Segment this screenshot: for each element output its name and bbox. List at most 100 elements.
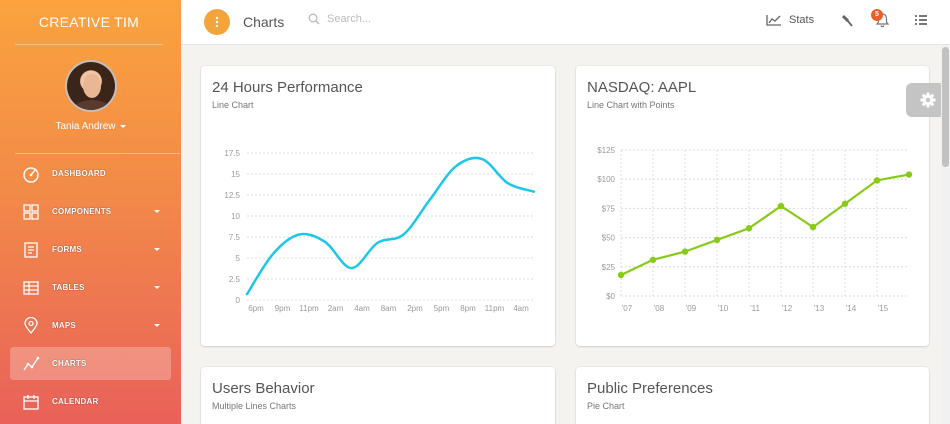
y-tick-label: $125 <box>597 146 615 155</box>
x-tick-label: 11pm <box>485 304 505 313</box>
chevron-down-icon <box>154 286 160 289</box>
x-tick-label: 2am <box>328 304 344 313</box>
data-point <box>681 248 689 255</box>
x-tick-label: '08 <box>654 304 665 313</box>
sidebar-item-label: CHARTS <box>52 359 87 368</box>
y-tick-label: $75 <box>602 204 616 213</box>
y-tick-label: 7.5 <box>229 233 241 242</box>
brand-logo[interactable]: CREATIVE TIM <box>15 0 163 45</box>
top-navbar: Charts Stats 5 <box>181 0 950 45</box>
gavel-icon[interactable] <box>840 14 854 28</box>
card-title: 24 Hours Performance <box>212 79 363 96</box>
sidebar-item-label: CALENDAR <box>52 397 99 406</box>
x-tick-label: 5pm <box>434 304 450 313</box>
data-point <box>777 202 785 210</box>
card-performance: 24 Hours Performance Line Chart 0 2.5 5 7.5… <box>201 66 555 346</box>
search-input[interactable] <box>327 13 467 25</box>
data-point <box>809 223 817 231</box>
x-tick-label: '11 <box>750 304 760 313</box>
forms-icon <box>22 241 40 259</box>
charts-icon <box>22 355 40 373</box>
sidebar-item-label: COMPONENTS <box>52 207 112 216</box>
x-tick-label: 9pm <box>275 304 291 313</box>
card-title: Users Behavior <box>212 380 315 397</box>
avatar[interactable] <box>65 60 117 112</box>
x-tick-label: 2pm <box>407 304 423 313</box>
data-point <box>745 225 753 232</box>
y-tick-label: 12.5 <box>224 191 240 200</box>
scrollbar-track[interactable] <box>941 45 950 424</box>
card-subtitle: Line Chart with Points <box>587 100 675 110</box>
card-users-behavior: Users Behavior Multiple Lines Charts <box>201 367 555 424</box>
data-point <box>873 177 881 184</box>
data-point <box>713 236 721 244</box>
sidebar-item-tables[interactable]: TABLES <box>10 271 171 304</box>
search-bar <box>308 13 467 25</box>
sidebar-item-forms[interactable]: FORMS <box>10 233 171 266</box>
search-icon <box>308 13 320 25</box>
x-tick-label: '14 <box>846 304 857 313</box>
sidebar-item-label: FORMS <box>52 245 82 254</box>
card-subtitle: Pie Chart <box>587 401 625 411</box>
scrollbar-thumb[interactable] <box>942 47 949 167</box>
sidebar-item-label: TABLES <box>52 283 85 292</box>
chevron-down-icon <box>154 324 160 327</box>
x-tick-label: '13 <box>814 304 825 313</box>
user-menu-toggle[interactable]: Tania Andrew <box>0 121 181 132</box>
page-title: Charts <box>243 14 285 30</box>
tables-icon <box>22 279 40 297</box>
sidebar: CREATIVE TIM Tania Andrew DASHBOARD COMP… <box>0 0 181 424</box>
card-subtitle: Line Chart <box>212 100 254 110</box>
gear-icon <box>920 92 936 108</box>
sidebar-item-components[interactable]: COMPONENTS <box>10 195 171 228</box>
x-tick-label: '07 <box>622 304 633 313</box>
data-point <box>841 200 849 207</box>
aapl-line-chart: $0 $25 $50 $75 $100 $125 '07 '08 '09 '10 '11 '12 '13… <box>597 146 913 313</box>
x-tick-label: 11pm <box>299 304 319 313</box>
y-tick-label: $50 <box>602 234 616 243</box>
stats-label: Stats <box>789 14 815 26</box>
series-line <box>245 156 536 296</box>
sidebar-item-label: MAPS <box>52 321 76 330</box>
list-icon[interactable] <box>914 14 928 26</box>
y-tick-label: 10 <box>231 212 240 221</box>
sidebar-item-dashboard[interactable]: DASHBOARD <box>10 157 171 190</box>
x-tick-label: 6pm <box>248 304 264 313</box>
performance-line-chart: 0 2.5 5 7.5 10 12.5 15 17.5 6pm 9pm 11pm 2am 4am 8am 2… <box>224 149 536 313</box>
sidebar-item-charts[interactable]: CHARTS <box>10 347 171 380</box>
x-tick-label: 4am <box>354 304 370 313</box>
card-subtitle: Multiple Lines Charts <box>212 401 297 411</box>
y-tick-label: 0 <box>236 296 241 305</box>
series-line <box>620 173 910 276</box>
sidebar-item-calendar[interactable]: CALENDAR <box>10 385 171 418</box>
user-name: Tania Andrew <box>55 121 116 132</box>
data-point <box>905 171 913 178</box>
y-tick-label: 15 <box>231 170 240 179</box>
x-tick-label: '15 <box>878 304 889 313</box>
notification-badge: 5 <box>871 9 883 21</box>
card-title: NASDAQ: AAPL <box>587 79 697 96</box>
chevron-down-icon <box>154 210 160 213</box>
card-public-preferences: Public Preferences Pie Chart <box>576 367 929 424</box>
y-tick-label: $100 <box>597 175 615 184</box>
card-title: Public Preferences <box>587 380 713 397</box>
sidebar-minimize-button[interactable] <box>204 9 230 35</box>
divider <box>15 153 180 154</box>
more-vertical-icon <box>215 16 219 28</box>
sidebar-item-label: DASHBOARD <box>52 169 106 178</box>
data-point <box>617 271 625 279</box>
chevron-down-icon <box>154 248 160 251</box>
x-tick-label: '12 <box>782 304 793 313</box>
x-tick-label: '09 <box>686 304 697 313</box>
y-tick-label: $0 <box>606 292 615 301</box>
y-tick-label: 5 <box>236 254 241 263</box>
x-tick-label: 8am <box>381 304 397 313</box>
y-tick-label: 2.5 <box>229 275 241 284</box>
sidebar-item-maps[interactable]: MAPS <box>10 309 171 342</box>
stats-link[interactable]: Stats <box>766 14 814 26</box>
dashboard-icon <box>22 165 40 183</box>
line-chart-icon <box>766 15 781 26</box>
components-icon <box>22 203 40 221</box>
y-tick-label: $25 <box>602 263 616 272</box>
x-tick-label: '10 <box>718 304 729 313</box>
